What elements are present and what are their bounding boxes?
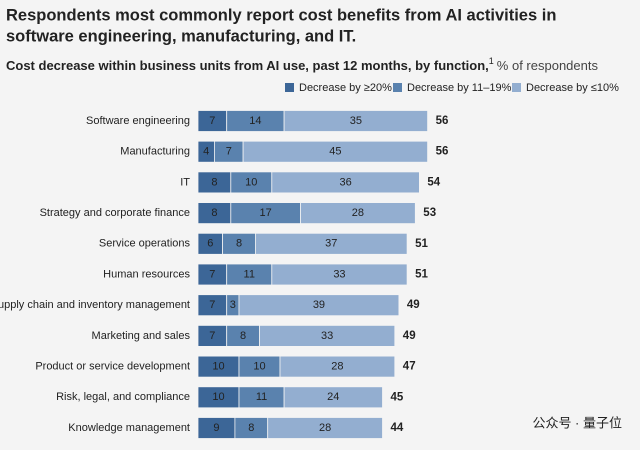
total-label: 56 [436,115,449,127]
value-label: 24 [327,391,339,403]
unit-label: % of respondents [497,58,599,73]
value-label: 10 [253,361,265,373]
watermark: 公众号 · 量子位 [532,415,622,430]
category-label: Knowledge management [68,422,190,434]
value-label: 7 [209,330,215,342]
value-label: 8 [240,330,246,342]
total-label: 51 [415,269,428,281]
value-label: 10 [245,176,257,188]
footnote-marker: 1 [489,56,494,66]
bar-segment [271,263,408,286]
value-label: 7 [226,146,232,158]
value-label: 17 [260,207,272,219]
legend-label: Decrease by 11–19% [407,82,512,94]
value-label: 45 [329,146,341,158]
value-label: 33 [333,268,345,280]
value-label: 7 [209,268,215,280]
subtitle-text: Cost decrease within business units from… [6,58,489,73]
value-label: 8 [211,207,217,219]
total-label: 47 [403,361,416,373]
value-label: 11 [244,268,255,280]
category-label: Service operations [99,238,191,250]
bar-segment [300,202,416,225]
value-label: 28 [352,207,364,219]
value-label: 35 [350,115,362,127]
total-label: 51 [415,238,428,250]
value-label: 14 [249,115,261,127]
total-label: 53 [423,207,436,219]
total-label: 49 [407,299,420,311]
category-label: IT [180,176,190,188]
category-label: Risk, legal, and compliance [56,391,190,403]
bar-segment [283,110,429,132]
value-label: 7 [209,115,215,127]
total-label: 45 [391,391,404,403]
value-label: 9 [213,422,219,434]
value-label: 8 [211,176,217,188]
chart-title: Respondents most commonly report cost be… [6,6,556,24]
category-label: Marketing and sales [92,330,191,342]
value-label: 4 [203,146,209,158]
bar-segment [238,294,400,317]
value-label: 3 [230,299,236,311]
legend-label: Decrease by ≤10% [526,82,619,94]
category-label: Human resources [103,268,190,280]
category-label: Supply chain and inventory management [0,299,190,311]
value-label: 36 [339,176,351,188]
legend-swatch [285,83,294,92]
category-label: Software engineering [86,115,190,127]
bar-segment [283,386,383,409]
value-label: 8 [236,238,242,250]
value-label: 33 [321,330,333,342]
category-label: Strategy and corporate finance [40,207,190,219]
value-label: 28 [331,361,343,373]
category-label: Manufacturing [120,146,190,158]
legend-swatch [512,83,521,92]
total-label: 49 [403,330,416,342]
category-label: Product or service development [35,361,190,373]
total-label: 54 [427,176,440,188]
value-label: 28 [319,422,331,434]
bar-segment [267,417,383,439]
value-label: 10 [212,391,224,403]
legend-label: Decrease by ≥20% [299,82,392,94]
bar-segment [279,355,396,378]
bar-segment [271,171,420,194]
value-label: 7 [209,299,215,311]
bar-segment [254,232,408,255]
subtitle: Cost decrease within business units from… [6,56,598,73]
bar-segment [242,140,429,163]
total-label: 56 [436,146,449,158]
chart-title: software engineering, manufacturing, and… [6,27,356,45]
value-label: 8 [248,422,254,434]
value-label: 6 [207,238,213,250]
value-label: 39 [313,299,325,311]
value-label: 37 [325,238,337,250]
total-label: 44 [391,422,404,434]
value-label: 10 [212,361,224,373]
bar-segment [259,324,396,347]
value-label: 11 [256,391,267,403]
legend-swatch [393,83,402,92]
